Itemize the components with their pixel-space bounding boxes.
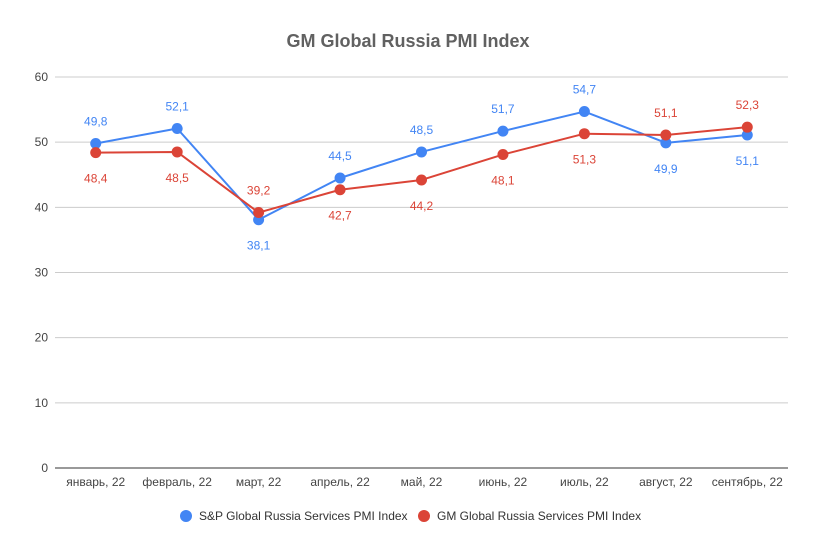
- data-point-series-2: [741, 121, 753, 133]
- data-point-series-1: [497, 125, 509, 137]
- data-label-series-2: 48,5: [165, 171, 189, 185]
- data-label-series-1: 38,1: [247, 239, 271, 253]
- x-tick-label: июль, 22: [560, 475, 609, 489]
- data-label-series-2: 39,2: [247, 184, 271, 198]
- data-label-series-1: 54,7: [573, 83, 597, 97]
- x-axis-ticks: январь, 22 февраль, 22 март, 22 апрель, 22 м…: [66, 475, 783, 489]
- data-label-series-1: 44,5: [328, 149, 352, 163]
- legend: S&P Global Russia Services PMI Index GM G…: [180, 509, 641, 523]
- x-tick-label: август, 22: [639, 475, 693, 489]
- y-axis-ticks: 0 10 20 30 40 50 60: [35, 70, 49, 475]
- data-point-series-1: [578, 106, 590, 118]
- legend-label-1: S&P Global Russia Services PMI Index: [199, 509, 408, 523]
- data-point-series-2: [660, 129, 672, 141]
- legend-marker-1: [180, 510, 192, 522]
- data-label-series-2: 42,7: [328, 209, 352, 223]
- chart-title: GM Global Russia PMI Index: [286, 31, 529, 51]
- data-point-series-1: [171, 122, 183, 134]
- data-point-series-2: [497, 149, 509, 161]
- data-label-series-1: 52,1: [165, 99, 189, 113]
- data-label-series-2: 51,3: [573, 153, 597, 167]
- data-label-series-1: 51,7: [491, 102, 515, 116]
- data-point-series-2: [334, 184, 346, 196]
- data-point-series-1: [416, 146, 427, 158]
- data-point-series-1: [660, 137, 672, 149]
- y-tick-label: 20: [35, 331, 49, 345]
- data-label-series-1: 48,5: [410, 123, 434, 137]
- data-point-series-2: [253, 207, 265, 219]
- data-point-series-2: [416, 174, 427, 186]
- x-tick-label: февраль, 22: [142, 475, 212, 489]
- y-tick-label: 10: [35, 396, 49, 410]
- data-label-series-2: 51,1: [654, 106, 678, 120]
- data-point-series-2: [171, 146, 183, 158]
- x-tick-label: июнь, 22: [479, 475, 528, 489]
- x-tick-label: январь, 22: [66, 475, 125, 489]
- y-tick-label: 60: [35, 70, 49, 84]
- data-labels: 49,8 52,1 38,1 44,5 48,5 51,7 54,7 49,9 51,1 48,4…: [84, 83, 759, 253]
- x-tick-label: сентябрь, 22: [712, 475, 783, 489]
- legend-label-2: GM Global Russia Services PMI Index: [437, 509, 641, 523]
- series: [90, 106, 753, 226]
- data-point-series-1: [741, 129, 753, 141]
- x-tick-label: апрель, 22: [310, 475, 370, 489]
- data-label-series-2: 44,2: [410, 199, 434, 213]
- data-point-series-1: [334, 172, 346, 184]
- data-label-series-2: 48,4: [84, 172, 108, 186]
- data-point-series-2: [578, 128, 590, 140]
- data-label-series-2: 48,1: [491, 174, 515, 188]
- data-point-series-2: [90, 147, 102, 159]
- y-tick-label: 0: [41, 461, 48, 475]
- legend-marker-2: [418, 510, 430, 522]
- data-label-series-1: 49,9: [654, 162, 678, 176]
- y-tick-label: 30: [35, 266, 49, 280]
- data-point-series-1: [90, 137, 102, 149]
- grid: [55, 76, 788, 469]
- y-tick-label: 40: [35, 200, 49, 214]
- data-label-series-1: 49,8: [84, 114, 108, 128]
- data-label-series-2: 52,3: [736, 98, 760, 112]
- y-tick-label: 50: [35, 135, 49, 149]
- x-tick-label: март, 22: [236, 475, 282, 489]
- x-tick-label: май, 22: [401, 475, 443, 489]
- data-label-series-1: 51,1: [736, 154, 760, 168]
